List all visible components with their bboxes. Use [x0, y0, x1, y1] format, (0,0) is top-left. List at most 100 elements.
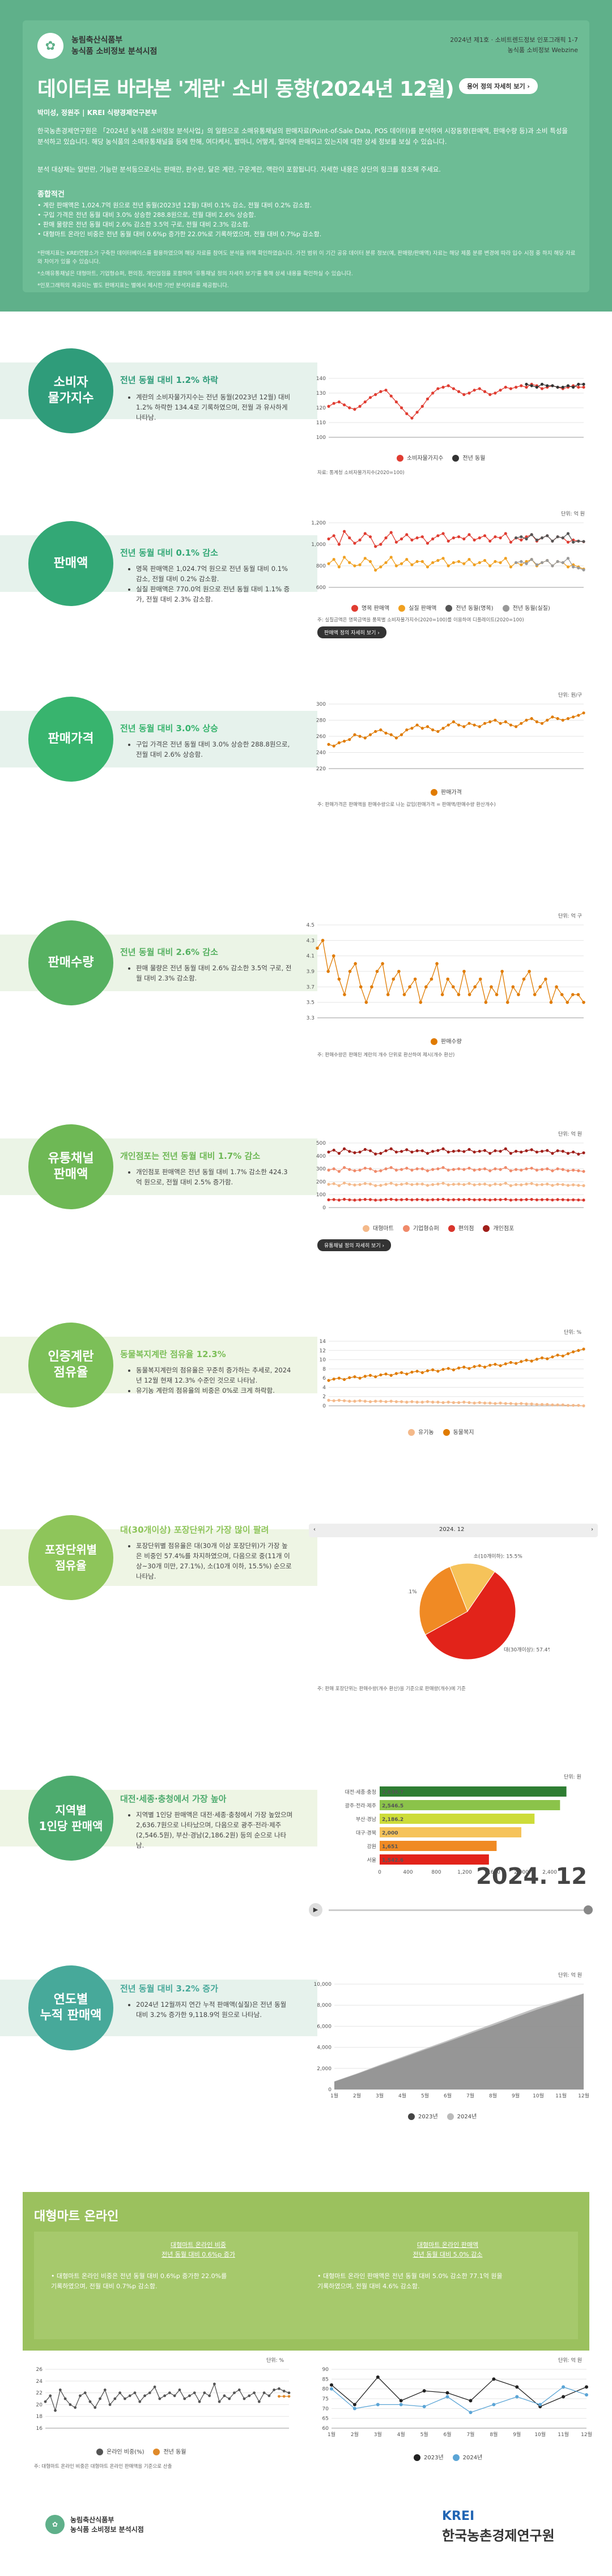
data-point — [525, 537, 528, 541]
x-tick-label: 4월 — [398, 2092, 406, 2099]
pie-slice — [424, 1571, 516, 1660]
data-point — [330, 2383, 333, 2387]
section-headline: 전년 동월 대비 1.2% 하락 — [120, 375, 218, 385]
y-tick-label: 4,000 — [317, 2045, 332, 2051]
data-point — [287, 2395, 291, 2398]
sales-definition-button[interactable]: 판매액 정의 자세히 보기 › — [317, 626, 386, 638]
certified-chart: 0 2 4 6 8 10 12 14 — [320, 1339, 585, 1409]
data-point — [473, 563, 476, 566]
slider-prev-icon[interactable]: ‹ — [313, 1526, 316, 1533]
data-point — [394, 1183, 398, 1187]
data-point — [379, 1151, 382, 1155]
badge-cpi: 소비자 물가지수 — [28, 348, 113, 433]
timeline-track[interactable] — [329, 1909, 589, 1911]
timeline-handle[interactable] — [584, 1905, 593, 1914]
legend-label: 명목 판매액 — [362, 605, 390, 612]
y-tick-label: 100 — [316, 1192, 326, 1198]
bar — [380, 1841, 497, 1851]
org-line1: 농림축산식품부 — [71, 36, 123, 45]
data-point — [441, 1166, 445, 1169]
data-point — [400, 1150, 403, 1153]
data-point — [337, 1170, 341, 1173]
pie-label: 소(10개이하): 15.5% — [474, 1554, 523, 1560]
data-point — [282, 2390, 286, 2392]
data-point — [546, 1198, 549, 1201]
data-point — [415, 560, 419, 563]
footer-krei-logo: KREI 한국농촌경제연구원 — [442, 2509, 555, 2544]
section-bullet: 구입 가격은 전년 동월 대비 3.0% 상승한 288.8원으로, 전월 대비… — [136, 739, 294, 760]
channel-chart: 0 100 200 300 400 500 — [316, 1141, 585, 1211]
data-point — [515, 725, 518, 728]
x-tick-label: 1,200 — [457, 1870, 472, 1875]
data-point — [478, 977, 482, 981]
data-point — [389, 1374, 393, 1377]
online-title: 대형마트 온라인 — [34, 2210, 119, 2224]
data-point — [566, 557, 570, 560]
krei-wordmark: KREI — [442, 2509, 475, 2523]
data-point — [566, 540, 570, 544]
data-point — [556, 1167, 559, 1171]
y-tick-label: 12 — [320, 1348, 326, 1354]
badge-label: 지역별 1인당 판매액 — [39, 1803, 103, 1833]
legend-label: 전년 동월(명목) — [456, 605, 494, 612]
data-point — [436, 1182, 440, 1186]
data-point — [431, 728, 435, 732]
data-point — [447, 539, 450, 543]
sales-legend: 명목 판매액 실질 판매액 전년 동월(명목) 전년 동월(실질) — [351, 603, 550, 612]
data-point — [399, 2403, 403, 2407]
x-tick-label: 5월 — [420, 2431, 428, 2438]
data-point — [488, 720, 492, 723]
glossary-button[interactable]: 용어 정의 자세히 보기 › — [459, 78, 538, 94]
data-point — [488, 1363, 492, 1367]
pie-slice — [419, 1566, 468, 1635]
data-point — [415, 411, 419, 414]
data-point — [348, 1400, 351, 1403]
data-point — [415, 1167, 419, 1171]
bar-category-label: 대구·경북 — [356, 1829, 376, 1836]
play-button[interactable]: ▶ — [309, 1903, 322, 1917]
data-point — [237, 2389, 241, 2391]
x-tick-label: 2월 — [351, 2431, 359, 2438]
data-point — [566, 717, 570, 720]
data-point — [561, 561, 564, 564]
chevron-right-icon: › — [527, 83, 530, 90]
bar-value-label: 1,542.6 — [382, 1858, 403, 1863]
legend-label: 판매가격 — [441, 790, 462, 796]
data-point — [368, 1149, 372, 1153]
data-point — [520, 563, 523, 566]
volume-legend: 판매수량 — [431, 1037, 462, 1045]
channel-definition-button[interactable]: 유통채널 정의 자세히 보기 › — [317, 1239, 392, 1251]
series-line — [328, 1182, 584, 1186]
data-point — [420, 1182, 424, 1186]
badge-volume: 판매수량 — [28, 920, 113, 1005]
badge-label: 연도별 누적 판매액 — [40, 1993, 102, 2023]
section-body: 2024년 12월까지 연간 누적 판매액(실질)은 전년 동월 대비 3.2%… — [129, 1999, 294, 2020]
org-line2: 농식품 소비정보 분석시점 — [71, 47, 158, 56]
data-point — [153, 2385, 156, 2389]
data-point — [452, 1183, 456, 1186]
data-point — [462, 1366, 466, 1369]
series-line — [328, 556, 584, 571]
header-notes: *판매지표는 KREI연합소가 구축한 데이터베이스를 활용하였으며 해당 자료… — [37, 249, 576, 290]
data-point — [509, 540, 513, 544]
data-point — [352, 2407, 356, 2411]
data-point — [405, 1372, 409, 1376]
data-point — [430, 977, 434, 981]
certified-unit: 단위: % — [564, 1330, 582, 1336]
data-point — [520, 538, 523, 541]
slider-label: 2024. 12 — [439, 1526, 465, 1533]
data-point — [358, 1168, 362, 1172]
data-point — [457, 1149, 461, 1153]
data-point — [440, 993, 444, 996]
pill-label: 판매액 정의 자세히 보기 — [324, 630, 376, 636]
slider-next-icon[interactable]: › — [591, 1526, 593, 1533]
data-point — [394, 1372, 398, 1375]
data-point — [332, 1399, 335, 1402]
pie-label: 대(30개이상): 57.4% — [504, 1647, 550, 1653]
krei-name: 한국농촌경제연구원 — [442, 2528, 555, 2544]
month-slider[interactable]: ‹ 2024. 12 › — [309, 1524, 598, 1537]
data-point — [415, 536, 419, 540]
x-tick-label: 3월 — [374, 2431, 382, 2438]
data-point — [337, 1199, 341, 1202]
y-tick-label: 60 — [322, 2426, 329, 2432]
